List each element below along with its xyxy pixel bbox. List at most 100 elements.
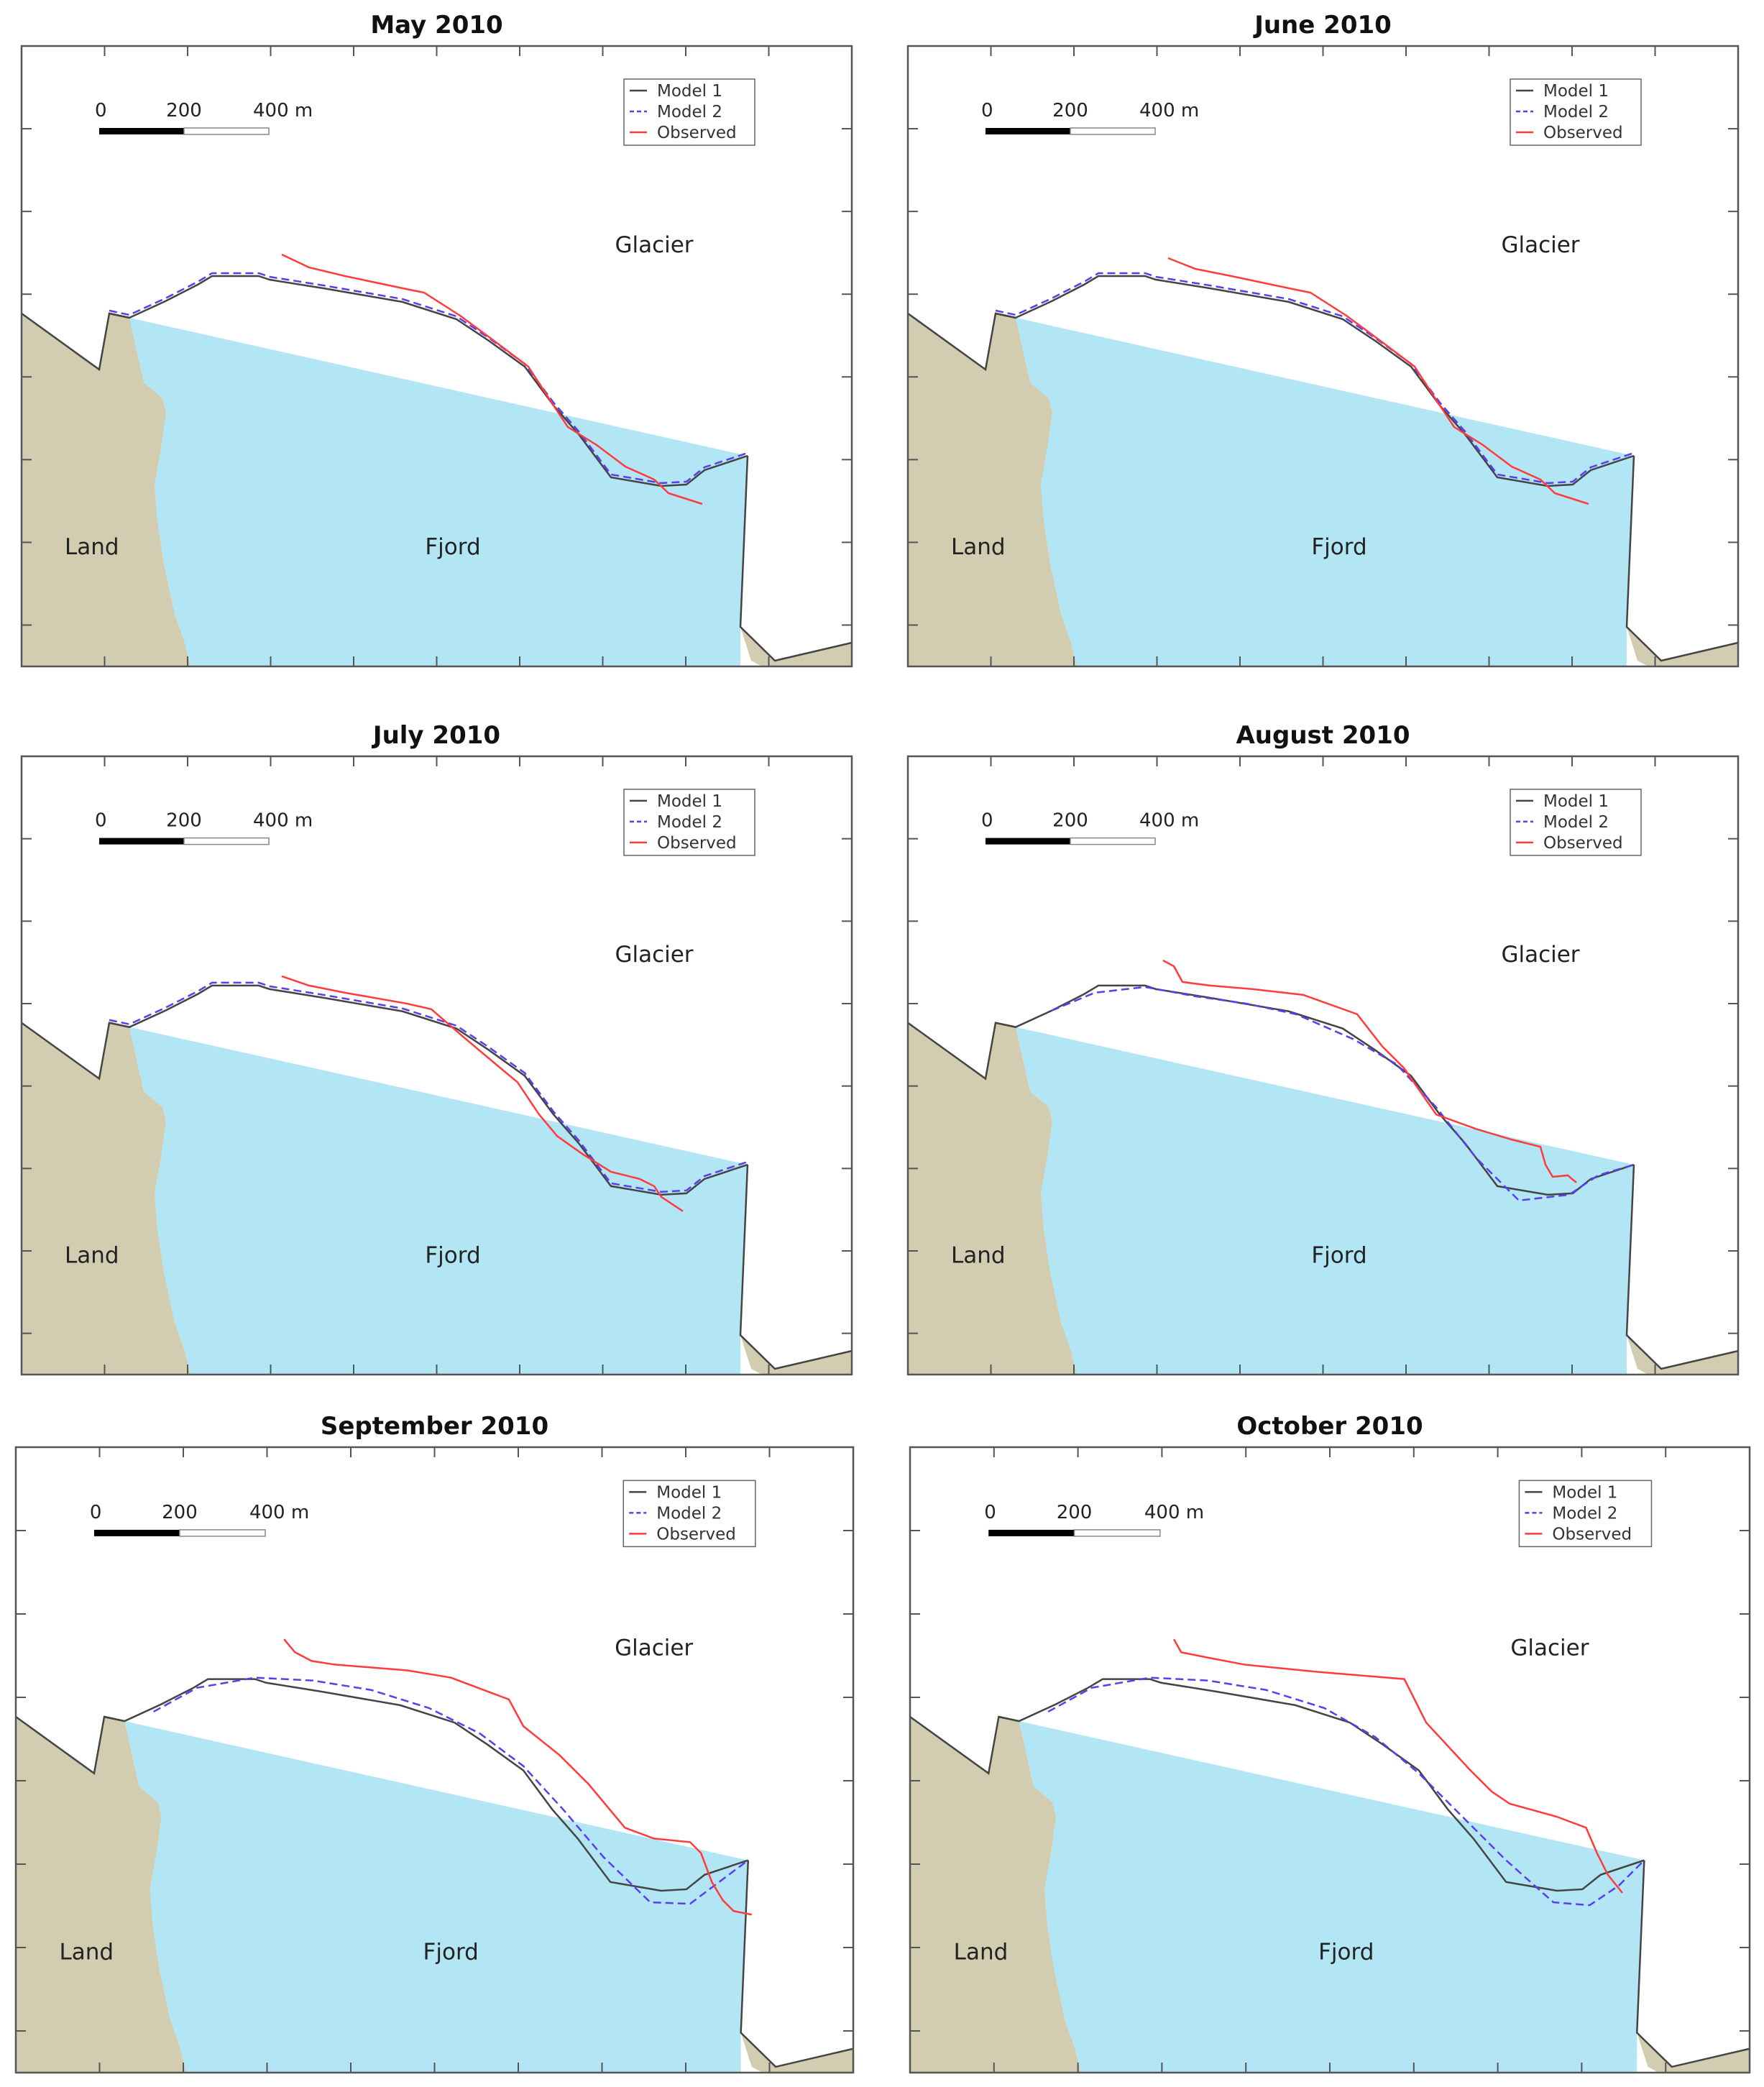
- land-region-left: [908, 1022, 1077, 1375]
- land-region-left: [908, 313, 1077, 666]
- scale-bar-label: 0: [981, 100, 993, 121]
- land-label: Land: [60, 1940, 114, 1966]
- legend-entry: Model 1: [1552, 1483, 1617, 1502]
- glacier-label: Glacier: [615, 232, 693, 258]
- fjord-region: [1016, 1027, 1634, 1375]
- glacier-label: Glacier: [1501, 942, 1579, 968]
- legend-entry: Model 1: [1543, 82, 1609, 101]
- model-2-front: [1047, 1677, 1645, 1907]
- scale-bar-label: 200: [1052, 100, 1088, 121]
- fjord-region: [1016, 318, 1634, 666]
- legend-entry: Observed: [657, 834, 737, 853]
- map-panel: August 2010 Land Fjord Glacier 0 200 400 m Mode…: [906, 721, 1740, 1376]
- scale-bar-label: 400 m: [1144, 1502, 1204, 1523]
- land-label: Land: [951, 534, 1006, 560]
- fjord-region: [1019, 1721, 1645, 2073]
- scale-bar-black: [986, 128, 1070, 134]
- legend-entry: Model 1: [657, 792, 722, 811]
- scale-bar-white: [183, 837, 270, 845]
- fjord-label: Fjord: [425, 534, 480, 560]
- scale-bar-white: [179, 1529, 266, 1537]
- panel-title: June 2010: [1253, 11, 1392, 40]
- map-panel: September 2010 Land Fjord Glacier 0 200 400 m M…: [14, 1412, 855, 2074]
- fjord-label: Fjord: [425, 1243, 480, 1269]
- fjord-label: Fjord: [1318, 1940, 1374, 1966]
- legend-entry: Model 1: [657, 82, 722, 101]
- legend-entry: Model 2: [1543, 103, 1609, 121]
- glacier-label: Glacier: [1510, 1635, 1589, 1661]
- land-label: Land: [951, 1243, 1006, 1269]
- observed-front: [281, 253, 703, 505]
- fjord-label: Fjord: [1311, 534, 1366, 560]
- observed-front: [1162, 959, 1577, 1183]
- glacier-label: Glacier: [615, 942, 693, 968]
- scale-bar-label: 200: [162, 1502, 198, 1523]
- scale-bar-label: 400 m: [1139, 810, 1199, 832]
- legend-entry: Observed: [1552, 1525, 1632, 1544]
- model-1-front: [995, 984, 1635, 1196]
- scale-bar-label: 0: [90, 1502, 102, 1523]
- scale-bar-white: [183, 127, 270, 135]
- scale-bar-white: [1073, 1529, 1161, 1537]
- model-2-front: [1051, 986, 1635, 1202]
- land-region-left: [22, 1022, 190, 1375]
- scale-bar-label: 200: [1057, 1502, 1093, 1523]
- scale-bar-label: 200: [166, 810, 202, 832]
- coastline: [1635, 1860, 1750, 2068]
- scale-bar-label: 400 m: [253, 810, 313, 832]
- scale-bar-black: [986, 838, 1070, 845]
- model-1-front: [109, 984, 748, 1196]
- panel-title: September 2010: [321, 1412, 548, 1441]
- map-panel: October 2010 Land Fjord Glacier 0 200 400 m Mod…: [909, 1412, 1751, 2074]
- scale-bar-black: [988, 1529, 1075, 1536]
- coastline: [1625, 1164, 1739, 1370]
- observed-front: [1172, 1638, 1624, 1894]
- legend-entry: Model 1: [656, 1483, 722, 1502]
- legend-entry: Observed: [1543, 124, 1623, 142]
- coastline: [740, 1860, 854, 2068]
- panel-title: May 2010: [370, 11, 502, 40]
- legend-entry: Model 1: [1543, 792, 1609, 811]
- coastline: [739, 1164, 853, 1370]
- fjord-region: [129, 1027, 748, 1375]
- model-2-front: [109, 272, 748, 485]
- scale-bar-white: [1070, 837, 1156, 845]
- legend-entry: Observed: [656, 1525, 736, 1544]
- scale-bar-label: 400 m: [1139, 100, 1199, 121]
- fjord-label: Fjord: [423, 1940, 479, 1966]
- legend-entry: Model 2: [657, 103, 722, 121]
- observed-front: [1167, 257, 1589, 505]
- land-label: Land: [65, 1243, 119, 1269]
- scale-bar-black: [99, 128, 184, 134]
- legend-entry: Observed: [1543, 834, 1623, 853]
- glacier-label: Glacier: [1501, 232, 1579, 258]
- coastline: [739, 455, 853, 662]
- fjord-label: Fjord: [1311, 1243, 1366, 1269]
- scale-bar-label: 0: [95, 810, 107, 832]
- coastline: [1625, 455, 1739, 662]
- land-region-left: [910, 1717, 1081, 2073]
- model-1-front: [998, 1678, 1645, 1892]
- land-label: Land: [65, 534, 119, 560]
- scale-bar-label: 0: [981, 810, 993, 832]
- observed-front: [283, 1638, 753, 1916]
- scale-bar-label: 200: [1052, 810, 1088, 832]
- legend-entry: Model 2: [1552, 1504, 1617, 1523]
- fjord-region: [124, 1721, 748, 2073]
- model-1-front: [104, 1678, 749, 1892]
- legend-entry: Observed: [657, 124, 737, 142]
- glacier-label: Glacier: [615, 1635, 693, 1661]
- scale-bar-label: 0: [95, 100, 107, 121]
- scale-bar-label: 400 m: [249, 1502, 309, 1523]
- model-2-front: [995, 272, 1635, 485]
- scale-bar-label: 400 m: [253, 100, 313, 121]
- model-2-front: [109, 981, 748, 1193]
- scale-bar-label: 200: [166, 100, 202, 121]
- scale-bar-white: [1070, 127, 1156, 135]
- scale-bar-black: [99, 838, 184, 845]
- land-label: Land: [954, 1940, 1009, 1966]
- panel-title: August 2010: [1236, 721, 1410, 750]
- fjord-region: [129, 318, 748, 666]
- scale-bar-label: 0: [984, 1502, 996, 1523]
